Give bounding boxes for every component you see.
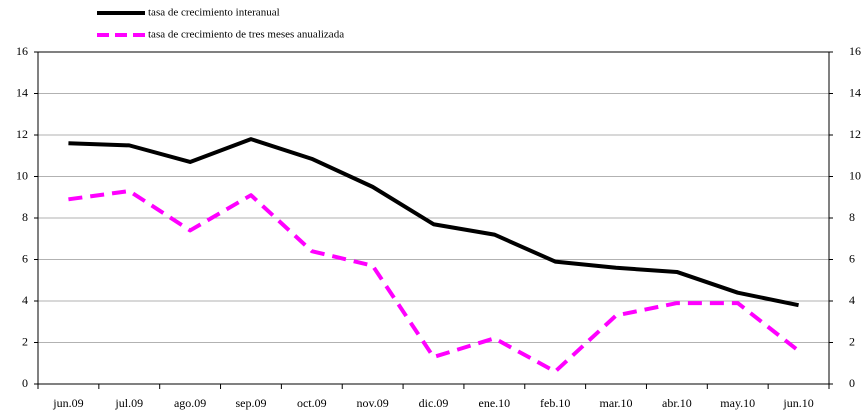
plot-frame [37,51,830,385]
y-tick-label: 2 [22,334,28,348]
x-tick-label: ene.10 [479,396,511,410]
y2-tick-label: 0 [849,376,855,390]
legend-label: tasa de crecimiento interanual [148,7,280,19]
x-tick-label: abr.10 [662,396,692,410]
y-tick-label: 16 [16,44,28,58]
y2-tick-label: 12 [849,127,861,141]
x-tick-label: dic.09 [419,396,449,410]
y2-tick-label: 8 [849,210,855,224]
x-tick-label: jun.09 [52,396,83,410]
y2-tick-label: 10 [849,168,861,182]
x-tick-label: oct.09 [297,396,327,410]
x-tick-label: sep.09 [235,396,266,410]
x-tick-label: jul.09 [114,396,143,410]
y-tick-label: 14 [16,85,28,99]
y-tick-label: 12 [16,127,28,141]
y-tick-label: 8 [22,210,28,224]
y2-tick-label: 6 [849,251,855,265]
y-tick-label: 10 [16,168,28,182]
x-tick-label: nov.09 [357,396,389,410]
y2-tick-label: 2 [849,334,855,348]
y-tick-label: 6 [22,251,28,265]
y2-tick-label: 14 [849,85,861,99]
x-tick-label: feb.10 [540,396,570,410]
legend-label: tasa de crecimiento de tres meses anuali… [148,29,344,41]
y-tick-label: 0 [22,376,28,390]
series-line [68,137,799,308]
x-tick-label: ago.09 [174,396,206,410]
y2-tick-label: 16 [849,44,861,58]
x-tick-label: may.10 [720,396,755,410]
x-tick-label: jun.10 [782,396,813,410]
series-line [68,189,800,374]
y-tick-label: 4 [22,293,28,307]
y2-tick-label: 4 [849,293,855,307]
x-tick-label: mar.10 [600,396,633,410]
